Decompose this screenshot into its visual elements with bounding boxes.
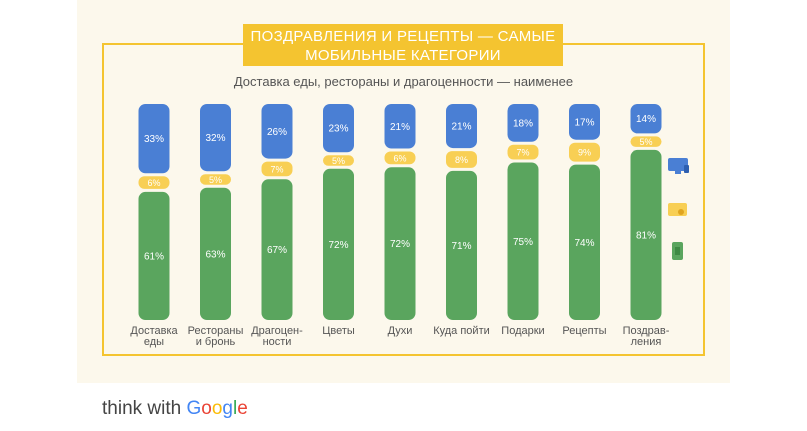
bar-tablet xyxy=(138,176,170,189)
x-tick-label: Подарки xyxy=(501,325,544,337)
data-label-desktop: 33% xyxy=(144,134,164,145)
data-label-desktop: 21% xyxy=(451,122,471,133)
bar-desktop xyxy=(384,104,416,149)
chart-subtitle: Доставка еды, рестораны и драгоценности … xyxy=(233,74,574,89)
x-tick-label: Поздрав- xyxy=(623,325,670,337)
data-label-tablet: 6% xyxy=(147,178,160,188)
x-tick-label: Духи xyxy=(388,325,413,337)
x-tick-label: Доставка xyxy=(130,325,178,337)
data-label-tablet: 5% xyxy=(639,137,652,147)
data-label-mobile: 81% xyxy=(636,230,656,241)
data-label-desktop: 26% xyxy=(267,127,287,138)
footer-prefix: think with xyxy=(102,398,182,419)
data-label-tablet: 5% xyxy=(209,175,222,185)
bar-tablet xyxy=(630,136,662,147)
google-wordmark: Google xyxy=(186,398,248,419)
data-label-mobile: 67% xyxy=(267,245,287,256)
think-with-google-logo: think with Google xyxy=(102,398,248,420)
bar-desktop xyxy=(507,104,539,142)
bar-mobile xyxy=(569,164,600,320)
bar-desktop xyxy=(138,104,170,174)
tablet-icon-touch xyxy=(678,209,684,215)
data-label-mobile: 75% xyxy=(513,237,533,248)
bar-tablet xyxy=(323,155,354,166)
bar-desktop xyxy=(323,104,354,153)
bar-mobile xyxy=(200,187,231,320)
bar-desktop xyxy=(200,104,231,172)
bar-mobile xyxy=(138,191,170,320)
x-tick-label: и бронь xyxy=(196,336,236,348)
data-label-tablet: 8% xyxy=(455,155,468,165)
bar-tablet xyxy=(507,144,539,160)
bar-mobile xyxy=(323,168,354,320)
tablet-icon xyxy=(668,203,687,216)
data-label-tablet: 9% xyxy=(578,148,591,158)
x-tick-label: ления xyxy=(631,336,662,348)
x-tick-label: Рестораны xyxy=(188,325,244,337)
data-label-desktop: 17% xyxy=(574,117,594,128)
bar-mobile xyxy=(446,170,477,320)
x-tick-label: Цветы xyxy=(322,325,355,337)
data-label-tablet: 7% xyxy=(270,164,283,174)
data-label-mobile: 74% xyxy=(574,238,594,249)
bar-tablet xyxy=(446,151,477,168)
desktop-icon-mouse xyxy=(684,165,689,173)
bar-desktop xyxy=(446,104,477,149)
data-label-tablet: 6% xyxy=(393,153,406,163)
x-tick-label: Рецепты xyxy=(562,325,606,337)
data-label-mobile: 72% xyxy=(390,239,410,250)
data-label-desktop: 14% xyxy=(636,114,656,125)
data-label-tablet: 5% xyxy=(332,156,345,166)
x-tick-label: еды xyxy=(144,336,164,348)
desktop-icon xyxy=(668,158,688,171)
chart-title: ПОЗДРАВЛЕНИЯ И РЕЦЕПТЫ — САМЫЕ МОБИЛЬНЫЕ… xyxy=(243,24,563,66)
bar-mobile xyxy=(261,179,293,320)
x-tick-label: ности xyxy=(263,336,292,348)
data-label-mobile: 61% xyxy=(144,251,164,262)
bar-desktop xyxy=(630,104,662,134)
desktop-icon-stand xyxy=(675,171,681,174)
bar-tablet xyxy=(200,174,231,185)
bar-tablet xyxy=(569,142,600,162)
data-label-mobile: 72% xyxy=(328,240,348,251)
bar-mobile xyxy=(630,149,662,320)
data-label-desktop: 18% xyxy=(513,118,533,129)
chart-title-line2: МОБИЛЬНЫЕ КАТЕГОРИИ xyxy=(305,47,501,64)
x-tick-label: Драгоцен- xyxy=(251,325,303,337)
data-label-mobile: 63% xyxy=(205,249,225,260)
bar-tablet xyxy=(261,161,293,177)
data-label-tablet: 7% xyxy=(516,148,529,158)
x-tick-label: Куда пойти xyxy=(433,325,490,337)
bar-mobile xyxy=(384,167,416,320)
data-label-mobile: 71% xyxy=(451,241,471,252)
data-label-desktop: 21% xyxy=(390,122,410,133)
smartphone-icon-screen xyxy=(675,247,680,255)
bar-desktop xyxy=(261,104,293,159)
bar-tablet xyxy=(384,151,416,165)
bar-desktop xyxy=(569,104,600,140)
chart-title-line1: ПОЗДРАВЛЕНИЯ И РЕЦЕПТЫ — САМЫЕ xyxy=(250,28,556,45)
data-label-desktop: 32% xyxy=(205,133,225,144)
data-label-desktop: 23% xyxy=(328,124,348,135)
bar-mobile xyxy=(507,162,539,320)
